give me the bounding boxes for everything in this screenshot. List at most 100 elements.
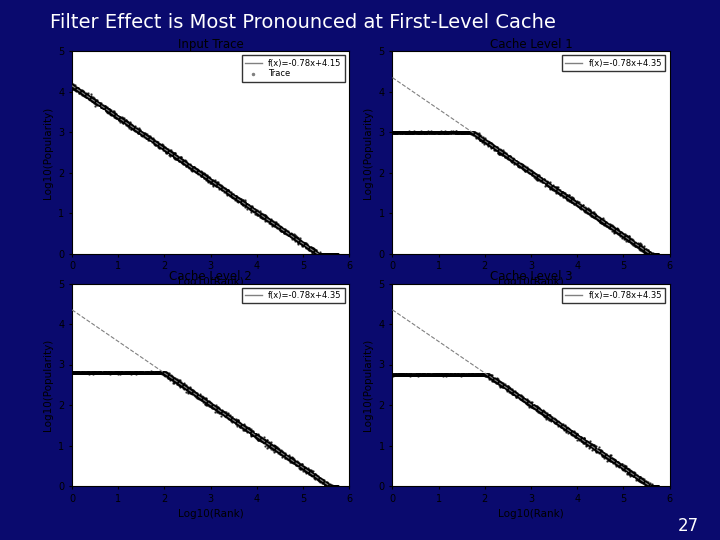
Point <box>619 231 631 240</box>
Point <box>638 477 649 485</box>
Point <box>78 91 90 100</box>
Point <box>577 202 588 211</box>
Point <box>393 370 405 379</box>
Point <box>166 151 177 159</box>
Point <box>213 180 225 189</box>
Point <box>312 474 323 482</box>
Point <box>128 368 140 376</box>
Point <box>437 370 449 379</box>
Point <box>485 140 496 149</box>
Point <box>154 368 166 377</box>
Point <box>490 145 502 153</box>
Point <box>525 166 536 174</box>
Point <box>225 416 237 424</box>
Point <box>202 177 214 185</box>
Point <box>274 444 285 453</box>
Point <box>600 218 611 227</box>
Point <box>258 436 270 444</box>
Point <box>406 129 418 137</box>
Point <box>643 249 654 258</box>
Point <box>210 179 222 187</box>
Point <box>215 184 226 192</box>
Point <box>118 369 130 377</box>
Point <box>189 164 201 172</box>
Point <box>433 129 445 137</box>
Point <box>196 394 207 403</box>
Point <box>396 127 408 136</box>
Point <box>197 395 208 403</box>
Point <box>410 369 421 378</box>
Point <box>114 369 125 377</box>
Point <box>526 169 538 178</box>
Point <box>547 184 559 192</box>
Point <box>178 158 189 166</box>
Point <box>429 370 441 379</box>
Point <box>328 249 340 258</box>
Point <box>328 482 340 490</box>
Point <box>504 153 516 162</box>
Point <box>608 225 619 233</box>
Point <box>418 128 430 137</box>
Point <box>645 249 657 258</box>
Point <box>409 370 420 379</box>
Point <box>485 373 497 381</box>
Point <box>418 127 429 136</box>
Point <box>174 377 185 386</box>
Point <box>485 373 497 382</box>
Point <box>415 370 426 379</box>
Point <box>265 441 276 450</box>
Point <box>86 368 98 377</box>
Point <box>387 129 398 137</box>
Point <box>148 137 159 146</box>
Point <box>329 482 341 490</box>
Point <box>74 368 86 377</box>
Point <box>166 149 177 158</box>
Point <box>145 134 156 143</box>
Point <box>536 177 547 185</box>
Point <box>224 190 235 198</box>
Point <box>616 231 628 239</box>
Point <box>256 437 267 445</box>
Point <box>310 249 321 258</box>
Point <box>418 370 429 379</box>
Point <box>140 132 152 140</box>
Point <box>503 153 514 162</box>
Point <box>107 111 118 119</box>
Point <box>283 453 294 462</box>
Point <box>444 370 455 379</box>
Point <box>455 370 467 379</box>
Point <box>510 157 521 165</box>
Point <box>603 221 614 230</box>
Point <box>637 477 649 485</box>
Point <box>136 368 148 377</box>
Point <box>564 195 575 204</box>
Point <box>461 370 472 379</box>
Point <box>89 97 100 106</box>
Point <box>517 395 528 404</box>
Point <box>84 368 96 377</box>
Point <box>600 220 612 229</box>
Point <box>290 461 302 469</box>
Point <box>83 93 94 102</box>
Point <box>514 392 526 401</box>
Point <box>241 201 253 210</box>
Point <box>262 441 274 449</box>
Point <box>135 128 147 137</box>
Point <box>81 368 93 377</box>
Point <box>600 453 611 461</box>
Point <box>270 222 282 231</box>
Point <box>553 188 564 197</box>
Point <box>112 368 123 376</box>
Point <box>260 212 271 221</box>
Point <box>461 369 472 378</box>
Point <box>590 446 602 454</box>
Point <box>590 214 601 222</box>
Point <box>515 394 526 402</box>
Point <box>451 370 462 379</box>
Point <box>238 198 249 207</box>
Point <box>256 212 268 220</box>
Point <box>166 148 178 157</box>
Point <box>595 215 606 224</box>
Point <box>648 482 660 490</box>
Point <box>519 397 531 406</box>
